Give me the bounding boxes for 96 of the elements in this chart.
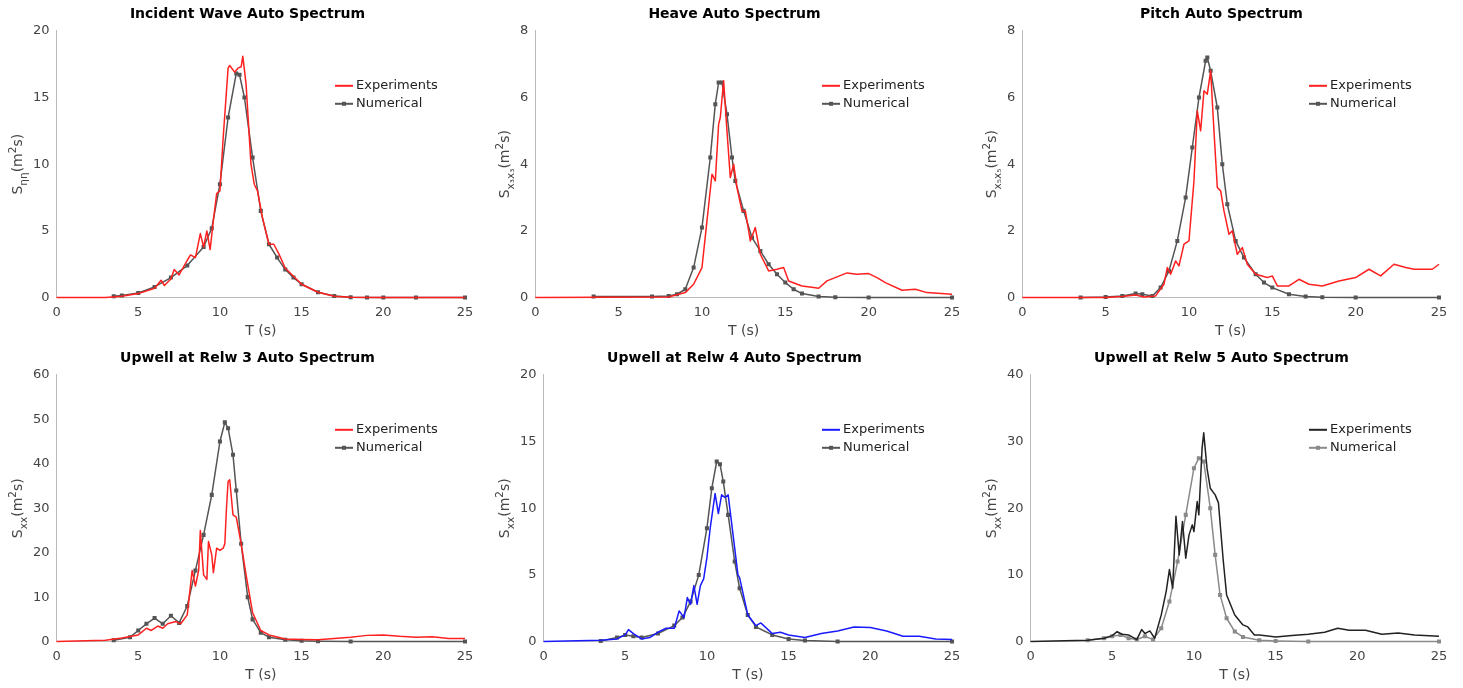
x-axis-title: T (s) — [731, 666, 764, 683]
x-tick-label: 10 — [1185, 647, 1203, 663]
legend-label: Experiments — [843, 77, 926, 93]
legend-label: Numerical — [1330, 95, 1397, 111]
x-tick-label: 20 — [375, 303, 392, 319]
x-tick-label: 25 — [456, 303, 474, 319]
y-tick-label: 30 — [1007, 432, 1024, 448]
x-tick-label: 0 — [52, 647, 61, 663]
y-tick-label: 20 — [33, 22, 50, 38]
y-tick-label: 0 — [1006, 288, 1016, 304]
chart-title: Upwell at Relw 5 Auto Spectrum — [1094, 349, 1349, 366]
x-tick-label: 10 — [698, 647, 716, 663]
y-tick-label: 5 — [41, 222, 50, 238]
y-tick-label: 40 — [33, 455, 50, 471]
legend-label: Experiments — [356, 421, 439, 437]
x-tick-label: 5 — [1108, 647, 1117, 663]
x-tick-label: 15 — [293, 303, 310, 319]
chart-title: Pitch Auto Spectrum — [1140, 5, 1303, 22]
chart-title: Incident Wave Auto Spectrum — [129, 5, 366, 22]
y-tick-label: 50 — [33, 410, 50, 426]
x-axis-title: T (s) — [1214, 322, 1247, 339]
y-axis-title: Sxx(m2s) — [979, 478, 1003, 539]
y-axis-title: Sx₃x₃(m2s) — [492, 130, 516, 199]
x-tick-label: 5 — [134, 303, 143, 319]
legend-label: Experiments — [1330, 421, 1413, 437]
chart-title: Heave Auto Spectrum — [648, 5, 821, 22]
legend-label: Numerical — [843, 95, 910, 111]
x-tick-label: 10 — [211, 647, 229, 663]
x-tick-label: 5 — [621, 647, 630, 663]
y-tick-label: 0 — [1015, 632, 1024, 648]
x-tick-label: 20 — [1349, 647, 1366, 663]
legend-label: Numerical — [356, 439, 423, 455]
x-tick-label: 20 — [375, 647, 392, 663]
x-tick-label: 25 — [1430, 303, 1448, 319]
y-tick-label: 10 — [33, 588, 50, 604]
x-tick-label: 15 — [777, 303, 794, 319]
y-tick-label: 20 — [33, 544, 50, 560]
x-tick-label: 25 — [943, 303, 961, 319]
y-tick-label: 0 — [528, 632, 537, 648]
y-tick-label: 0 — [519, 288, 529, 304]
x-tick-label: 5 — [134, 647, 143, 663]
x-axis-title: T (s) — [1218, 666, 1251, 683]
y-axis-title: Sηη(m2s) — [5, 133, 29, 195]
y-axis-title: Sxx(m2s) — [492, 478, 516, 539]
legend-label: Experiments — [843, 421, 926, 437]
y-tick-label: 6 — [1006, 88, 1016, 104]
y-tick-label: 8 — [1006, 22, 1016, 38]
y-tick-label: 10 — [1007, 566, 1024, 582]
y-axis-title: Sx₅x₅(m2s) — [979, 130, 1003, 199]
y-tick-label: 0 — [41, 288, 50, 304]
y-tick-label: 6 — [519, 88, 529, 104]
x-tick-label: 20 — [862, 647, 879, 663]
x-tick-label: 15 — [293, 647, 310, 663]
y-tick-label: 10 — [33, 155, 50, 171]
x-tick-label: 15 — [780, 647, 797, 663]
x-tick-label: 15 — [1264, 303, 1281, 319]
x-tick-label: 15 — [1267, 647, 1284, 663]
y-tick-label: 2 — [519, 222, 529, 238]
y-axis-title: Sxx(m2s) — [5, 478, 29, 539]
x-tick-label: 20 — [1347, 303, 1364, 319]
x-tick-label: 0 — [539, 647, 548, 663]
y-tick-label: 20 — [520, 366, 537, 382]
x-tick-label: 25 — [456, 647, 474, 663]
x-tick-label: 10 — [1180, 303, 1198, 319]
y-tick-label: 8 — [519, 22, 529, 38]
y-tick-label: 5 — [528, 566, 537, 582]
legend-label: Numerical — [356, 95, 423, 111]
x-axis-title: T (s) — [244, 322, 277, 339]
legend-label: Experiments — [1330, 77, 1413, 93]
y-tick-label: 20 — [1007, 499, 1024, 515]
legend-label: Numerical — [1330, 439, 1397, 455]
y-tick-label: 30 — [33, 499, 50, 515]
y-tick-label: 15 — [33, 88, 50, 104]
y-tick-label: 40 — [1007, 366, 1024, 382]
x-tick-label: 20 — [860, 303, 877, 319]
y-tick-label: 4 — [1006, 155, 1016, 171]
y-tick-label: 60 — [33, 366, 50, 382]
legend-label: Numerical — [843, 439, 910, 455]
y-tick-label: 4 — [519, 155, 529, 171]
x-axis-title: T (s) — [244, 666, 277, 683]
y-tick-label: 0 — [41, 632, 50, 648]
chart-title: Upwell at Relw 4 Auto Spectrum — [607, 349, 862, 366]
legend-label: Experiments — [356, 77, 439, 93]
x-tick-label: 5 — [1101, 303, 1110, 319]
x-tick-label: 0 — [52, 303, 61, 319]
x-tick-label: 0 — [1026, 647, 1035, 663]
x-tick-label: 25 — [943, 647, 961, 663]
x-axis-title: T (s) — [727, 322, 760, 339]
y-tick-label: 2 — [1006, 222, 1016, 238]
x-tick-label: 25 — [1430, 647, 1448, 663]
x-tick-label: 5 — [614, 303, 623, 319]
chart-title: Upwell at Relw 3 Auto Spectrum — [120, 349, 375, 366]
x-tick-label: 10 — [211, 303, 229, 319]
y-tick-label: 15 — [520, 432, 537, 448]
y-tick-label: 10 — [520, 499, 537, 515]
x-tick-label: 10 — [693, 303, 711, 319]
